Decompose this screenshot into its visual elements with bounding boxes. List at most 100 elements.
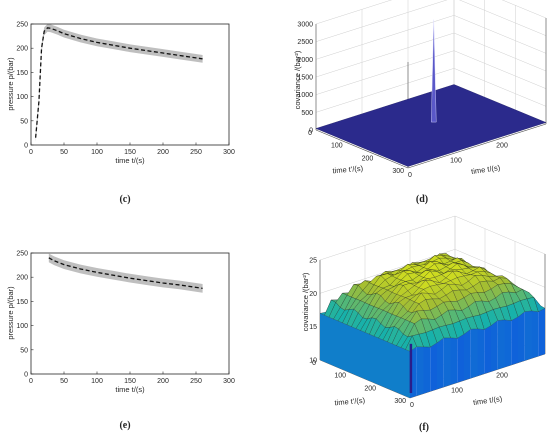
skirt-front-f (457, 334, 464, 383)
ylabel-c: pressure p/(bar) (6, 57, 15, 111)
xtick-label-c: 250 (190, 149, 202, 156)
xtick-label-d: 0 (408, 172, 412, 179)
panel-e: 0 50 100 150 200 250 300 0 50 100 150 200 250 time t… (6, 251, 235, 432)
ztick-label-d: 2000 (297, 57, 313, 64)
skirt-left-f (378, 338, 383, 387)
panel-label-f: (f) (419, 422, 429, 433)
ytick-label-c: 0 (24, 143, 28, 150)
xtick-label-e: 50 (60, 378, 68, 385)
skirt-left-f (392, 343, 397, 393)
skirt-left-f (320, 313, 325, 362)
gridline-z-f (319, 215, 546, 261)
skirt-left-f (387, 341, 392, 391)
mean-line-e (48, 257, 203, 289)
skirt-left-f (360, 330, 365, 379)
tick-labels-d: 0500100015002000250030000100200300010020… (297, 22, 508, 180)
surface-f (319, 253, 546, 398)
ytick-label-e: 50 (20, 347, 28, 354)
skirt-front-f (450, 337, 458, 385)
skirt-left-f (347, 324, 352, 374)
xtick-label-e: 0 (29, 378, 33, 385)
skirt-front-f (416, 346, 424, 396)
ytick-label-e: 100 (16, 323, 28, 330)
panel-label-e: (e) (119, 420, 130, 431)
xtick-label-f: 100 (451, 387, 463, 394)
gridline-z-d (315, 50, 547, 95)
ztick-label-f: 20 (309, 291, 317, 298)
panel-c: 0 50 100 150 200 250 300 0 50 100 150 200 250 time t… (6, 22, 235, 206)
skirt-front-f (504, 319, 512, 368)
gridline-z-d (315, 0, 547, 25)
skirt-front-f (470, 328, 478, 379)
xtick-label-c: 150 (124, 149, 136, 156)
ytick-label-f: 200 (364, 385, 376, 392)
uncertainty-band-e (48, 253, 203, 293)
surface-d (315, 19, 547, 167)
skirt-left-f (351, 326, 356, 376)
skirt-front-f (464, 329, 471, 381)
skirt-left-f (383, 339, 388, 389)
skirt-left-f (396, 345, 401, 395)
plot-area-e (48, 253, 203, 293)
xlabel-e: time t/(s) (115, 385, 145, 394)
skirt-left-f (369, 334, 374, 383)
ylabel-f: time t'/(s) (334, 396, 366, 408)
skirt-front-f (538, 308, 545, 357)
skirt-left-f (333, 319, 338, 368)
skirt-left-f (324, 315, 329, 364)
skirt-left-f (356, 328, 361, 378)
xtick-label-c: 100 (91, 149, 103, 156)
skirt-left-f (405, 349, 410, 398)
xtick-label-f: 0 (410, 402, 414, 409)
skirt-front-f (484, 325, 491, 374)
surface-base-d (315, 84, 547, 167)
ytick-label-c: 100 (16, 94, 28, 101)
ztick-label-d: 1500 (297, 75, 313, 82)
ytick-label-d: 0 (308, 130, 312, 137)
plot-area-c (34, 24, 203, 142)
xtick-label-c: 50 (60, 149, 68, 156)
axes-frame-c (30, 23, 230, 146)
ztick-label-f: 10 (309, 358, 317, 365)
gridline-z-d (315, 15, 547, 60)
xtick-label-c: 300 (223, 149, 235, 156)
ytick-label-c: 250 (16, 22, 28, 29)
surface-patch-f (405, 335, 417, 352)
xtick-label-d: 100 (450, 157, 462, 164)
xlabel-c: time t/(s) (115, 156, 145, 165)
skirt-left-f (401, 347, 406, 397)
zlabel-d: covariance /(bar²) (293, 50, 302, 109)
xtick-label-e: 200 (157, 378, 169, 385)
box-edge-d (407, 123, 547, 169)
xtick-label-e: 250 (190, 378, 202, 385)
ztick-label-d: 0 (309, 128, 313, 135)
ytick-label-c: 150 (16, 70, 28, 77)
ytick-label-e: 150 (16, 299, 28, 306)
ylabel-d: time t'/(s) (332, 164, 364, 176)
skirt-front-f (423, 346, 431, 394)
ytick-label-e: 200 (16, 275, 28, 282)
ytick-label-d: 100 (331, 143, 343, 150)
xlabel-d: time t/(s) (471, 163, 502, 176)
xtick-label-e: 300 (223, 378, 235, 385)
xtick-label-e: 150 (124, 378, 136, 385)
xtick-label-e: 100 (91, 378, 103, 385)
xtick-label-f: 200 (496, 373, 508, 380)
xlabel-f: time t/(s) (473, 394, 504, 407)
skirt-left-f (338, 320, 343, 370)
mean-line-c (34, 27, 203, 138)
ztick-label-d: 500 (301, 110, 313, 117)
ztick-label-d: 3000 (297, 22, 313, 29)
panel-d: 0500100015002000250030000100200300010020… (293, 0, 547, 205)
skirt-left-f (342, 322, 347, 372)
ztick-label-d: 1000 (297, 92, 313, 99)
box-edge-d (315, 129, 409, 169)
tick-labels-c: 0 50 100 150 200 250 300 0 50 100 150 200 250 (16, 22, 235, 157)
uncertainty-band-c (35, 24, 203, 142)
skirt-front-f (430, 342, 437, 392)
skirt-front-f (437, 337, 444, 390)
skirt-front-f (511, 316, 518, 365)
skirt-left-f (374, 336, 379, 385)
xtick-label-c: 0 (29, 149, 33, 156)
